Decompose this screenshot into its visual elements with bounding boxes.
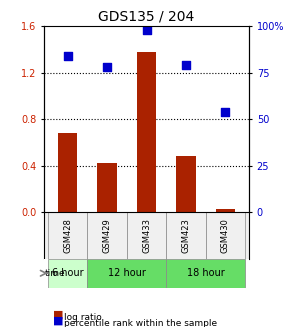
FancyBboxPatch shape <box>166 212 206 259</box>
FancyBboxPatch shape <box>87 212 127 259</box>
Point <box>105 64 109 70</box>
FancyBboxPatch shape <box>206 212 245 259</box>
Text: time: time <box>45 269 65 278</box>
Bar <box>97 164 117 212</box>
Point <box>184 62 188 68</box>
Text: log ratio: log ratio <box>64 313 102 322</box>
Text: GSM423: GSM423 <box>181 218 190 253</box>
FancyBboxPatch shape <box>48 259 87 288</box>
Text: GSM428: GSM428 <box>63 218 72 253</box>
Text: ■: ■ <box>53 316 63 326</box>
Text: 18 hour: 18 hour <box>187 268 224 278</box>
Point <box>144 27 149 32</box>
FancyBboxPatch shape <box>166 259 245 288</box>
Bar <box>176 156 196 212</box>
Title: GDS135 / 204: GDS135 / 204 <box>98 9 195 24</box>
Text: GSM430: GSM430 <box>221 218 230 253</box>
Text: GSM429: GSM429 <box>103 218 112 253</box>
FancyBboxPatch shape <box>87 259 166 288</box>
Text: 12 hour: 12 hour <box>108 268 146 278</box>
FancyBboxPatch shape <box>127 212 166 259</box>
Point <box>223 109 228 114</box>
Text: percentile rank within the sample: percentile rank within the sample <box>64 319 218 327</box>
FancyBboxPatch shape <box>48 212 87 259</box>
Text: 6 hour: 6 hour <box>52 268 84 278</box>
Bar <box>137 52 156 212</box>
Text: GSM433: GSM433 <box>142 218 151 253</box>
Bar <box>216 209 235 212</box>
Bar <box>58 133 77 212</box>
Text: ■: ■ <box>53 309 63 319</box>
Point <box>65 53 70 59</box>
